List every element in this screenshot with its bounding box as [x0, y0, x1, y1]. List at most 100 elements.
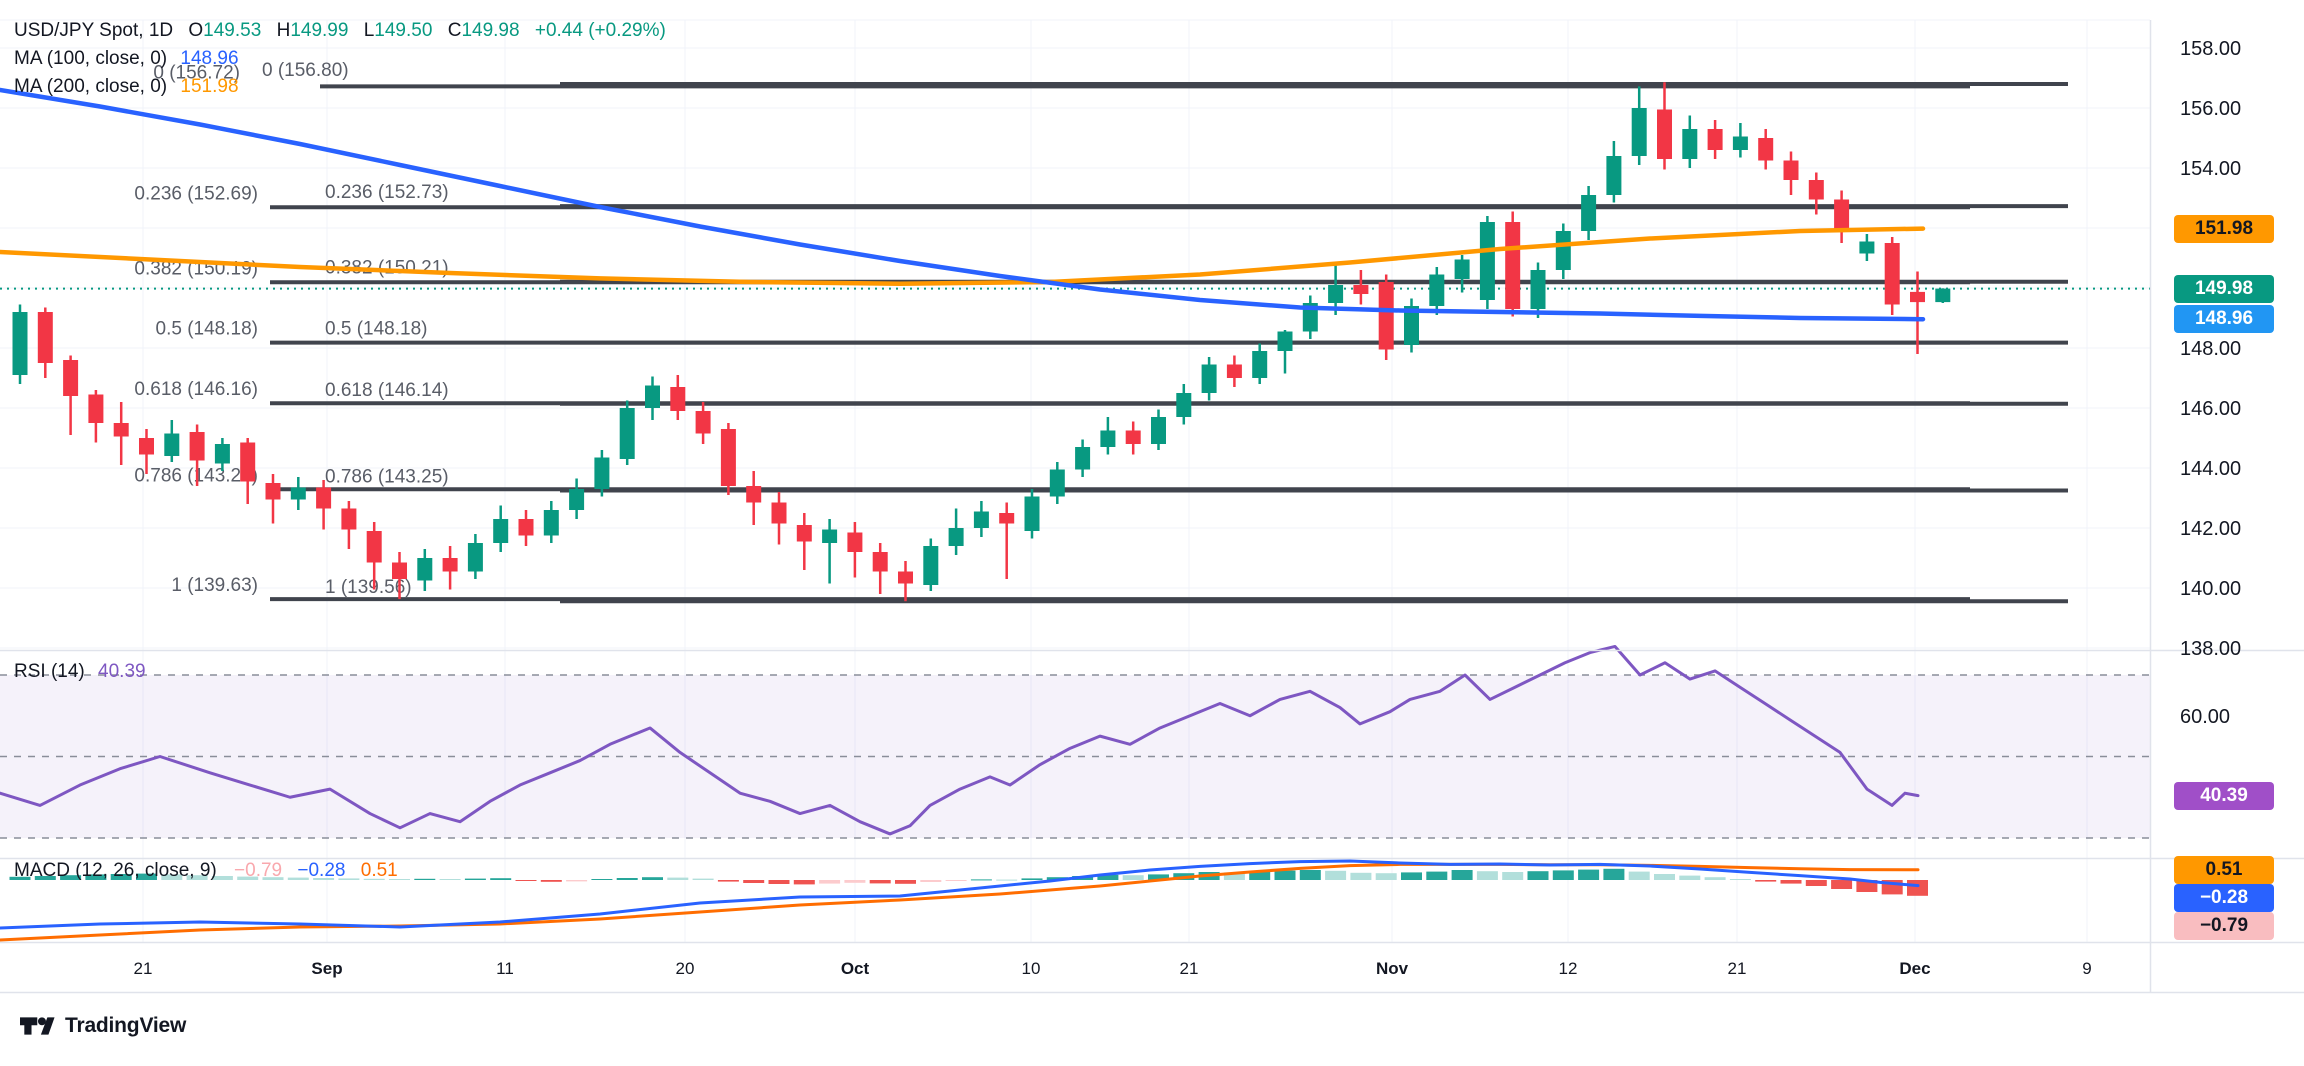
candle-body	[670, 387, 686, 411]
macd-badge: −0.79	[2174, 911, 2274, 940]
macd-layer[interactable]	[0, 859, 1928, 942]
high-key: H	[276, 20, 291, 41]
price-axis[interactable]: 158.00 156.00 154.00 148.00 146.00 144.00 142.…	[2180, 38, 2241, 728]
macd-histogram-bar	[743, 880, 765, 883]
open-value: 149.53	[203, 20, 262, 41]
price-axis-label: 146.00	[2180, 398, 2241, 420]
candle-body	[1910, 291, 1925, 303]
macd-histogram-bar	[616, 878, 638, 880]
macd-histogram-bar	[844, 880, 866, 883]
macd-histogram-bar	[9, 876, 31, 880]
candle-body	[1530, 270, 1546, 309]
candle-body	[1581, 195, 1597, 231]
time-axis[interactable]: 21 Sep 11 20 Oct 10 21 Nov 12 21 Dec 9	[134, 959, 2092, 978]
macd-histogram-bar	[1628, 871, 1650, 880]
candle-body	[1808, 180, 1824, 200]
rsi-layer[interactable]	[0, 644, 1920, 836]
macd-histogram-bar	[1907, 880, 1928, 896]
candle-body	[695, 411, 711, 434]
macd-histogram-bar	[591, 879, 613, 880]
ma200-value: 151.98	[180, 76, 239, 97]
macd-legend-row[interactable]: MACD (12, 26, close, 9) −0.79 −0.28 0.51	[14, 858, 398, 884]
candle-body	[771, 502, 787, 524]
macd-histogram-bar	[970, 879, 992, 881]
time-axis-label: Dec	[1899, 959, 1930, 978]
time-axis-label: 11	[496, 959, 514, 978]
macd-histogram-bar	[1502, 872, 1524, 880]
fib-retracement-layer[interactable]: 0 (156.72)0.236 (152.69)0.382 (150.19)0.…	[134, 60, 2068, 604]
macd-histogram-bar	[414, 878, 436, 880]
candle-body	[973, 511, 989, 528]
ma100-legend-row[interactable]: MA (100, close, 0) 148.96	[14, 46, 239, 72]
candle-body	[113, 423, 129, 437]
macd-histogram-bar	[1122, 875, 1144, 880]
symbol-legend-row[interactable]: USD/JPY Spot, 1D O149.53 H149.99 L149.50…	[14, 18, 666, 44]
macd-histogram-bar	[464, 878, 486, 880]
candle-body	[290, 487, 306, 500]
macd-histogram-bar	[692, 878, 714, 880]
ma200-line	[0, 226, 1926, 287]
candle-body	[1075, 447, 1091, 470]
macd-histogram-bar	[566, 880, 588, 882]
ma200-label: MA (200, close, 0)	[14, 76, 168, 97]
macd-histogram-bar	[1527, 871, 1549, 880]
macd-histogram-bar	[85, 874, 107, 880]
macd-line	[0, 859, 1920, 930]
time-axis-label: 20	[676, 959, 695, 978]
candle-body	[569, 489, 585, 510]
ma100-value: 148.96	[180, 48, 239, 69]
candle-body	[1454, 259, 1470, 279]
macd-histogram-bar	[389, 879, 410, 880]
candle-body	[1758, 138, 1774, 161]
macd-histogram-bar	[363, 878, 385, 880]
macd-histogram-bar	[211, 876, 233, 880]
candle-body	[1226, 364, 1242, 378]
candle-body	[999, 513, 1015, 524]
candle-body	[1606, 156, 1622, 195]
fib-label-left: 0 (156.72)	[153, 62, 240, 83]
candle-body	[1834, 199, 1850, 231]
candle-body	[164, 433, 180, 456]
macd-histogram-bar	[1755, 880, 1777, 882]
close-key: C	[447, 20, 462, 41]
macd-histogram-bar	[1780, 880, 1802, 884]
ma200-layer[interactable]	[0, 226, 1926, 287]
fib-label-left: 0.5 (148.18)	[156, 319, 258, 340]
macd-histogram-bar	[439, 879, 461, 880]
candle-body	[37, 312, 53, 363]
candle-body	[1378, 282, 1394, 350]
tradingview-logo[interactable]: TradingView	[20, 1014, 186, 1038]
price-badge: 148.96	[2174, 305, 2274, 334]
candle-body	[1049, 469, 1065, 497]
macd-histogram-bar	[1805, 880, 1827, 886]
ma100-layer[interactable]	[0, 87, 1926, 322]
candle-body	[1151, 417, 1166, 444]
price-axis-label: 138.00	[2180, 638, 2241, 660]
macd-histogram-bar	[667, 877, 689, 880]
macd-histogram-bar	[1375, 873, 1397, 880]
ma200-legend-row[interactable]: MA (200, close, 0) 151.98	[14, 74, 239, 100]
macd-histogram-bar	[1451, 870, 1473, 880]
macd-histogram-bar	[540, 880, 562, 882]
candle-body	[923, 546, 939, 585]
macd-histogram-bar	[1097, 874, 1119, 880]
macd-histogram-bar	[338, 878, 360, 880]
candle-body	[1682, 129, 1698, 159]
candle-body	[1657, 109, 1672, 159]
candle-body	[822, 529, 838, 543]
rsi-legend-row[interactable]: RSI (14) 40.39	[14, 659, 146, 685]
candle-body	[1555, 231, 1571, 270]
time-axis-label: 10	[1022, 959, 1041, 978]
candle-body	[1884, 243, 1900, 305]
time-axis-label: 9	[2082, 959, 2091, 978]
candles-layer[interactable]	[12, 82, 1951, 602]
macd-histogram-bar	[996, 879, 1018, 881]
high-value: 149.99	[290, 20, 349, 41]
candle-body	[1252, 351, 1268, 378]
candle-body	[720, 429, 736, 486]
fib-label-right: 0.5 (148.18)	[325, 319, 427, 340]
macd-histogram-bar	[60, 875, 82, 880]
time-axis-label: 21	[1728, 959, 1747, 978]
macd-histogram-bar	[1476, 871, 1498, 880]
